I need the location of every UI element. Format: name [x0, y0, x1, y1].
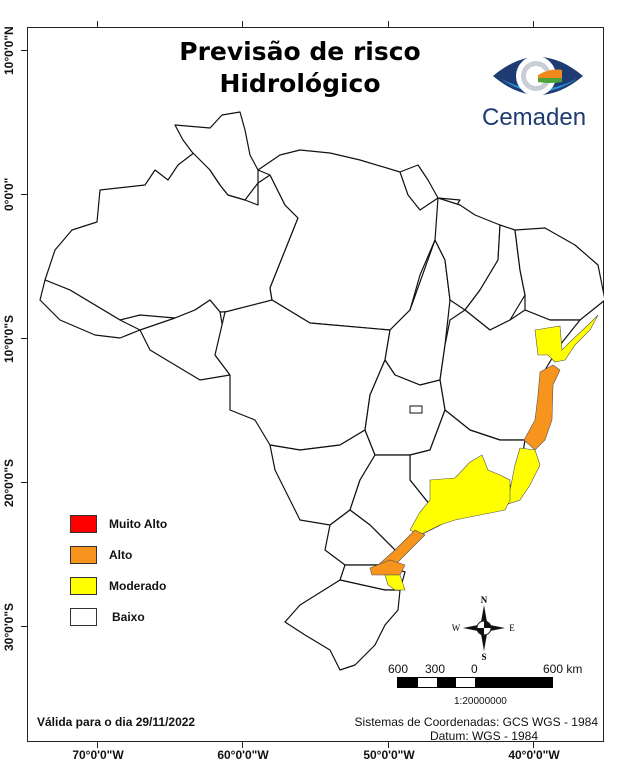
scale-label-600-left: 600	[388, 662, 409, 676]
legend-swatch-yellow	[70, 576, 97, 595]
legend-item-baixo: Baixo	[70, 601, 167, 632]
tick-60w-bottom	[242, 742, 243, 748]
legend-label: Baixo	[112, 609, 145, 624]
svg-text:N: N	[481, 595, 488, 605]
scale-ratio: 1:20000000	[454, 696, 507, 707]
svg-text:E: E	[509, 623, 515, 633]
coordinate-info: Sistemas de Coordenadas: GCS WGS - 1984 …	[340, 715, 598, 743]
tick-10s	[21, 338, 27, 339]
tick-50w-bottom	[388, 742, 389, 748]
cemaden-logo-icon	[493, 56, 583, 96]
risk-area-moderado-es	[504, 447, 541, 506]
legend-item-muito-alto: Muito Alto	[70, 508, 167, 539]
risk-area-alto-bahia	[523, 364, 561, 451]
legend-swatch-white	[70, 607, 97, 626]
lon-label-70w: 70°0'0"W	[72, 748, 124, 762]
tick-50w-top	[388, 21, 389, 27]
svg-text:S: S	[481, 652, 486, 662]
tick-20s	[21, 482, 27, 483]
legend: Muito Alto Alto Moderado Baixo	[70, 508, 167, 632]
datum: Datum: WGS - 1984	[429, 729, 539, 743]
tick-60w-top	[242, 21, 243, 27]
map-title: Previsão de risco Hidrológico	[150, 36, 450, 100]
legend-swatch-orange	[70, 545, 97, 564]
tick-70w-top	[97, 21, 98, 27]
valid-date: Válida para o dia 29/11/2022	[37, 715, 196, 729]
legend-label: Alto	[109, 547, 133, 562]
title-line-1: Previsão de risco	[179, 37, 421, 66]
title-line-2: Hidrológico	[219, 69, 381, 98]
legend-item-alto: Alto	[70, 539, 167, 570]
coord-system: Sistemas de Coordenadas: GCS WGS - 1984	[354, 715, 598, 729]
distrito-federal	[409, 405, 423, 414]
cemaden-logo-text: Cemaden	[482, 104, 587, 131]
tick-0	[21, 194, 27, 195]
tick-70w-bottom	[97, 742, 98, 748]
legend-swatch-red	[70, 514, 97, 533]
svg-text:W: W	[452, 623, 461, 633]
lat-label-30s: 30°0'0"S	[2, 602, 16, 652]
lat-label-10n: 10°0'0"N	[2, 26, 16, 76]
lat-label-20s: 20°0'0"S	[2, 458, 16, 508]
legend-label: Muito Alto	[109, 516, 168, 531]
legend-label: Moderado	[109, 578, 167, 593]
tick-30s	[21, 626, 27, 627]
lat-label-10s: 10°0'0"S	[2, 314, 16, 364]
risk-area-moderado-sc	[384, 574, 406, 591]
legend-item-moderado: Moderado	[70, 570, 167, 601]
brazil-risk-map	[39, 111, 604, 671]
lon-label-40w: 40°0'0"W	[508, 748, 560, 762]
tick-40w-top	[533, 21, 534, 27]
risk-areas	[369, 314, 599, 591]
scale-label-600-km: 600 km	[543, 662, 583, 676]
lon-label-50w: 50°0'0"W	[363, 748, 415, 762]
compass-rose-icon: N S W E	[452, 595, 515, 662]
scale-label-300: 300	[425, 662, 446, 676]
lat-label-0: 0°0'0"	[2, 177, 16, 212]
lon-label-60w: 60°0'0"W	[217, 748, 269, 762]
tick-10n	[21, 50, 27, 51]
risk-area-moderado-sergipe	[534, 314, 599, 363]
scale-label-0: 0	[471, 662, 478, 676]
scale-bar	[397, 677, 553, 688]
risk-area-moderado-sudeste	[409, 454, 511, 536]
tick-40w-bottom	[533, 742, 534, 748]
